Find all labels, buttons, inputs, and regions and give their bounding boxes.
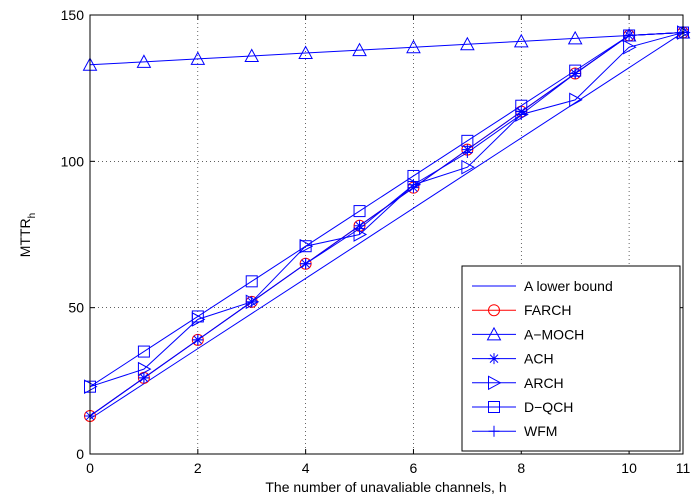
legend-label: FARCH [524,302,571,318]
series-line [89,32,684,66]
legend-label: A−MOCH [524,326,584,342]
data-point [406,39,421,54]
y-axis-label-sub: h [27,213,38,219]
data-point [298,45,313,60]
data-point [461,134,474,147]
x-tick-label: 10 [621,460,637,476]
legend-item: A−MOCH [472,326,584,342]
legend-item: ACH [472,351,554,367]
data-point [513,33,529,48]
legend-label: A lower bound [524,278,613,294]
data-point [352,42,367,57]
legend-marker [486,326,502,341]
data-point [623,39,637,55]
data-point [460,36,475,51]
legend-marker [488,401,500,413]
data-point [567,30,583,45]
legend-marker [488,425,500,437]
x-axis-label: The number of unavaliable channels, h [265,479,506,495]
data-point [190,51,206,65]
x-tick-label: 0 [86,460,94,476]
data-point [461,147,473,159]
x-tick-label: 6 [410,460,418,476]
data-point [623,29,635,41]
legend-item: ARCH [472,375,564,391]
legend-marker [488,304,500,317]
legend-label: ARCH [524,375,564,391]
series-line [89,32,684,420]
x-tick-label: 11 [676,460,691,476]
legend-item: A lower bound [472,278,613,294]
data-point [138,372,150,384]
x-tick-label: 8 [517,460,525,476]
y-tick-label: 100 [61,153,85,169]
legend: A lower bound FARCH A−MOCH ACH ARCH D−QCH WFM [461,265,681,452]
data-point [136,54,152,68]
y-tick-label: 50 [68,300,84,316]
legend-label: WFM [524,423,557,439]
y-tick-label: 150 [61,7,85,23]
data-point [354,223,366,235]
x-tick-label: 4 [302,460,310,476]
y-axis-label: MTTRh [17,213,38,257]
legend-label: ACH [524,351,554,367]
legend-marker [488,353,500,365]
series-line [89,32,684,388]
data-point [569,68,581,80]
data-point [246,296,258,308]
data-point [137,345,150,358]
legend-item: FARCH [472,302,571,318]
data-point [515,109,527,121]
data-point [299,240,312,253]
data-point [245,275,258,288]
data-point [300,258,312,270]
legend-item: WFM [472,423,557,439]
series-0 [89,32,684,420]
data-point [353,205,366,218]
data-point [137,361,152,377]
ticks: 0 2 4 6 8 10 11 0 50 100 150 [61,7,691,476]
series-line [89,32,684,388]
plot-frame [89,14,684,455]
legend-label: D−QCH [524,399,573,415]
legend-marker [488,375,502,391]
data-point [192,334,204,346]
grid [90,15,683,454]
data-point [407,179,419,191]
x-tick-label: 2 [194,460,202,476]
data-point [191,310,204,323]
data-point [569,92,583,108]
data-point [461,159,475,175]
y-tick-label: 0 [76,446,84,462]
series-group [82,25,691,422]
series-line [89,32,684,417]
data-point [244,48,260,62]
legend-item: D−QCH [472,399,573,415]
y-axis-label-main: MTTR [17,218,33,257]
